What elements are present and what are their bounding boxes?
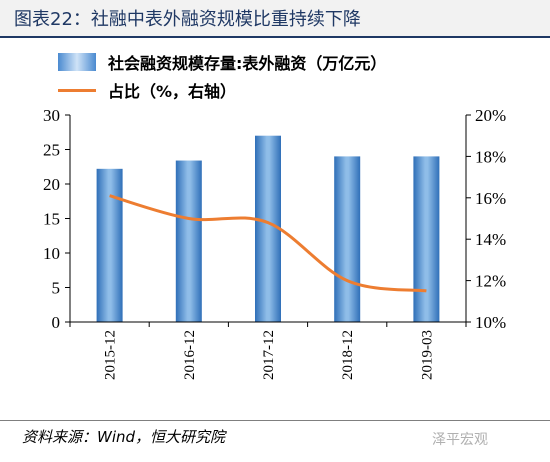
left-tick-label: 15 bbox=[43, 210, 60, 229]
bar-2019-03 bbox=[413, 156, 440, 322]
x-tick-label: 2016-12 bbox=[182, 330, 198, 380]
legend-item-bar: 社会融资规模存量:表外融资（万亿元） bbox=[58, 50, 386, 74]
legend-line-swatch bbox=[58, 88, 96, 92]
x-tick-label: 2017-12 bbox=[261, 330, 277, 380]
watermark: 泽平宏观 bbox=[432, 432, 488, 448]
left-tick-label: 5 bbox=[52, 279, 61, 298]
x-tick-label: 2019-03 bbox=[419, 330, 435, 380]
x-tick-label: 2015-12 bbox=[103, 330, 119, 380]
left-tick-label: 25 bbox=[43, 141, 60, 160]
legend-item-line: 占比（%，右轴） bbox=[58, 78, 236, 102]
title-bar: 图表22：社融中表外融资规模比重持续下降 bbox=[0, 0, 550, 38]
chart-plot: 0 5 10 15 20 25 30 10% 12% 14% 16% 18% 20% 2015-12 201… bbox=[43, 106, 506, 380]
legend-bar-label: 社会融资规模存量:表外融资（万亿元） bbox=[108, 54, 387, 73]
right-tick-label: 20% bbox=[475, 106, 506, 125]
x-tick-label: 2018-12 bbox=[340, 330, 356, 380]
right-tick-label: 10% bbox=[475, 313, 506, 332]
chart-title: 图表22：社融中表外融资规模比重持续下降 bbox=[14, 9, 361, 30]
bar-2015-12 bbox=[96, 168, 123, 322]
legend-line-label: 占比（%，右轴） bbox=[108, 82, 237, 101]
bar-2018-12 bbox=[334, 156, 361, 322]
left-tick-label: 10 bbox=[43, 244, 60, 263]
bar-2016-12 bbox=[175, 160, 202, 322]
right-tick-label: 14% bbox=[475, 230, 506, 249]
right-tick-label: 16% bbox=[475, 189, 506, 208]
left-tick-label: 30 bbox=[43, 106, 60, 125]
right-tick-label: 12% bbox=[475, 272, 506, 291]
left-tick-label: 20 bbox=[43, 175, 60, 194]
footer-divider bbox=[0, 420, 550, 421]
right-tick-label: 18% bbox=[475, 147, 506, 166]
bar-2017-12 bbox=[255, 135, 281, 322]
left-tick-label: 0 bbox=[52, 313, 61, 332]
legend-bar-swatch bbox=[58, 53, 96, 71]
source-note: 资料来源：Wind，恒大研究院 bbox=[22, 428, 226, 446]
